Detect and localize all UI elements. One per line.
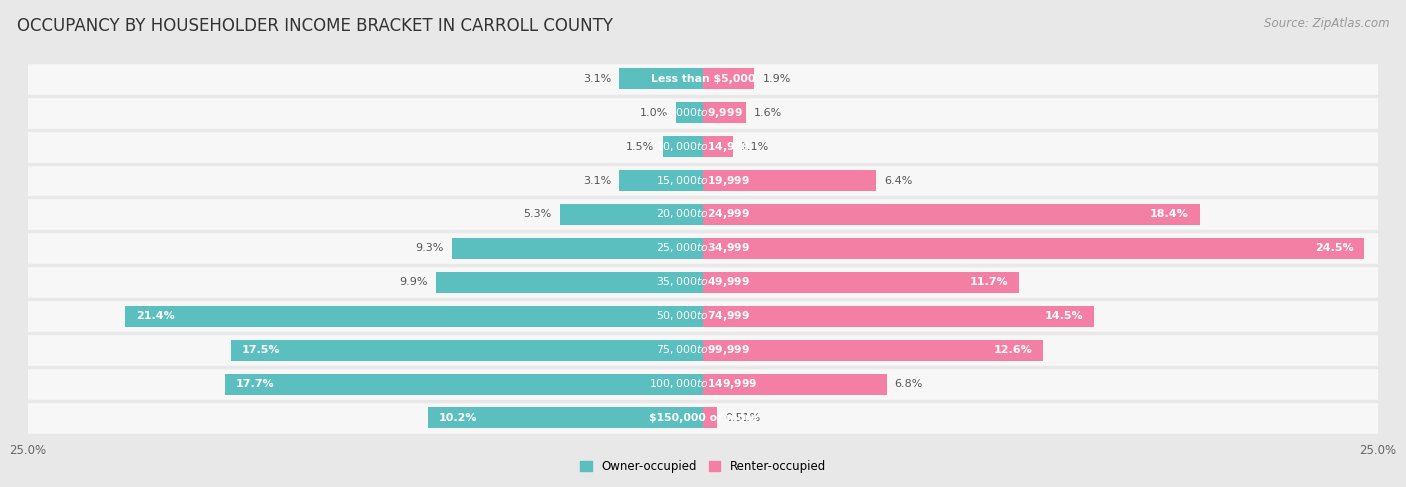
- Bar: [703, 408, 717, 429]
- Bar: [28, 266, 1378, 299]
- Text: OCCUPANCY BY HOUSEHOLDER INCOME BRACKET IN CARROLL COUNTY: OCCUPANCY BY HOUSEHOLDER INCOME BRACKET …: [17, 17, 613, 35]
- Text: 1.6%: 1.6%: [754, 108, 783, 118]
- Text: $150,000 or more: $150,000 or more: [648, 413, 758, 423]
- Bar: [703, 204, 1199, 225]
- Text: 14.5%: 14.5%: [1045, 311, 1084, 321]
- Text: 5.3%: 5.3%: [523, 209, 551, 220]
- Text: $75,000 to $99,999: $75,000 to $99,999: [655, 343, 751, 357]
- Bar: [225, 374, 703, 394]
- Bar: [28, 96, 1378, 129]
- Bar: [662, 136, 703, 157]
- Text: Source: ZipAtlas.com: Source: ZipAtlas.com: [1264, 17, 1389, 30]
- Text: 1.9%: 1.9%: [762, 74, 790, 84]
- Bar: [427, 408, 703, 429]
- Bar: [436, 272, 703, 293]
- Text: 21.4%: 21.4%: [136, 311, 174, 321]
- Text: $20,000 to $24,999: $20,000 to $24,999: [655, 207, 751, 222]
- Text: Less than $5,000: Less than $5,000: [651, 74, 755, 84]
- Text: 1.0%: 1.0%: [640, 108, 668, 118]
- Bar: [28, 62, 1378, 95]
- Text: 1.5%: 1.5%: [626, 142, 654, 151]
- Bar: [703, 272, 1019, 293]
- Text: 18.4%: 18.4%: [1150, 209, 1189, 220]
- Text: $50,000 to $74,999: $50,000 to $74,999: [655, 309, 751, 323]
- Text: 12.6%: 12.6%: [994, 345, 1032, 355]
- Bar: [28, 368, 1378, 400]
- Bar: [703, 102, 747, 123]
- Text: $25,000 to $34,999: $25,000 to $34,999: [655, 242, 751, 255]
- Legend: Owner-occupied, Renter-occupied: Owner-occupied, Renter-occupied: [575, 455, 831, 478]
- Bar: [28, 198, 1378, 231]
- Bar: [703, 68, 754, 89]
- Text: 9.3%: 9.3%: [415, 244, 444, 253]
- Text: $15,000 to $19,999: $15,000 to $19,999: [655, 173, 751, 187]
- Bar: [703, 374, 887, 394]
- Bar: [125, 306, 703, 327]
- Bar: [703, 238, 1364, 259]
- Bar: [619, 68, 703, 89]
- Bar: [28, 401, 1378, 434]
- Bar: [619, 170, 703, 191]
- Text: $5,000 to $9,999: $5,000 to $9,999: [664, 106, 742, 120]
- Bar: [703, 306, 1094, 327]
- Bar: [28, 164, 1378, 197]
- Bar: [703, 339, 1043, 361]
- Bar: [28, 300, 1378, 333]
- Text: 10.2%: 10.2%: [439, 413, 477, 423]
- Bar: [28, 232, 1378, 265]
- Text: 24.5%: 24.5%: [1315, 244, 1354, 253]
- Text: 0.51%: 0.51%: [725, 413, 761, 423]
- Bar: [703, 136, 733, 157]
- Text: 1.1%: 1.1%: [741, 142, 769, 151]
- Text: $10,000 to $14,999: $10,000 to $14,999: [655, 140, 751, 153]
- Bar: [703, 170, 876, 191]
- Bar: [560, 204, 703, 225]
- Text: 9.9%: 9.9%: [399, 277, 427, 287]
- Text: 3.1%: 3.1%: [583, 74, 612, 84]
- Text: $35,000 to $49,999: $35,000 to $49,999: [655, 275, 751, 289]
- Text: 6.8%: 6.8%: [894, 379, 924, 389]
- Text: $100,000 to $149,999: $100,000 to $149,999: [648, 377, 758, 391]
- Text: 11.7%: 11.7%: [969, 277, 1008, 287]
- Bar: [28, 130, 1378, 163]
- Bar: [451, 238, 703, 259]
- Text: 17.7%: 17.7%: [236, 379, 274, 389]
- Bar: [231, 339, 703, 361]
- Text: 6.4%: 6.4%: [884, 175, 912, 186]
- Bar: [676, 102, 703, 123]
- Text: 17.5%: 17.5%: [242, 345, 280, 355]
- Bar: [28, 334, 1378, 367]
- Text: 3.1%: 3.1%: [583, 175, 612, 186]
